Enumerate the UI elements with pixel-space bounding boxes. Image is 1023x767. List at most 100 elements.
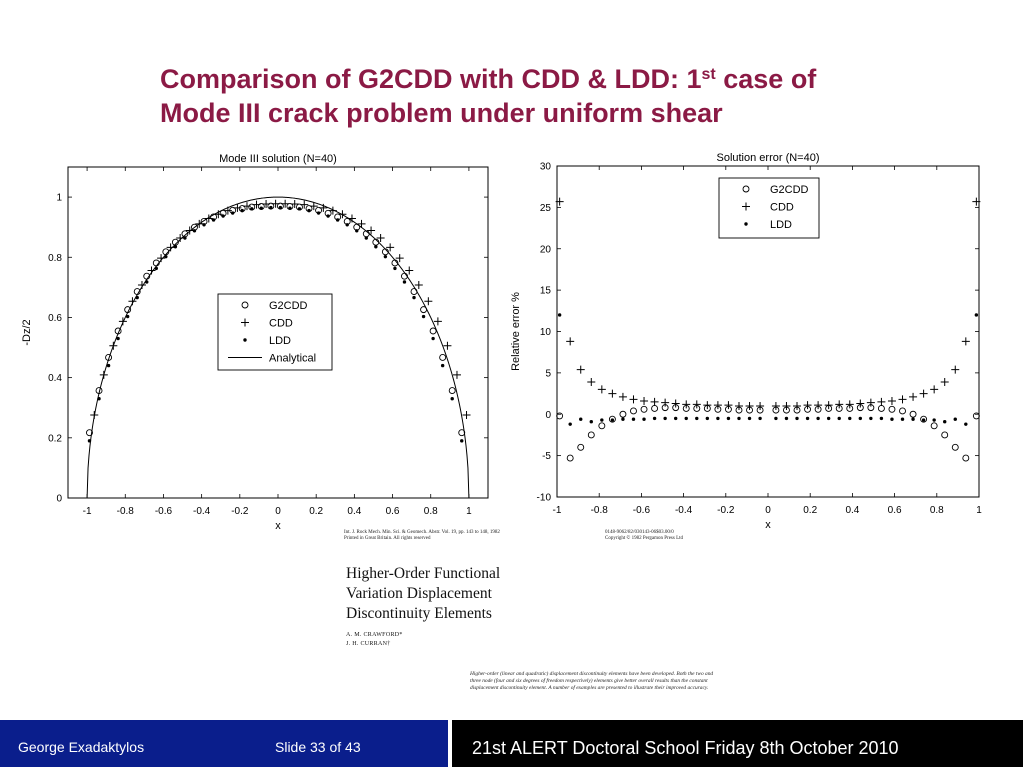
right-point-g2cdd	[608, 415, 616, 423]
left-point-ldd	[355, 229, 359, 233]
left-point-cdd	[185, 226, 194, 235]
right-point-g2cdd	[920, 415, 928, 423]
left-title: Mode III solution (N=40)	[219, 153, 337, 165]
left-point-cdd	[452, 370, 461, 379]
left-point-ldd	[192, 229, 197, 233]
right-point-ldd	[557, 313, 562, 317]
right-point-ldd	[816, 416, 820, 421]
left-point-ldd	[125, 314, 130, 319]
left-point-cdd	[462, 410, 471, 419]
right-x-axis-label: x	[765, 519, 771, 531]
left-y-axis-label: -Dz/2	[21, 319, 33, 345]
right-point-cdd	[756, 401, 765, 410]
right-point-ldd	[879, 416, 884, 421]
right-point-g2cdd	[951, 443, 959, 451]
right-point-ldd	[953, 417, 957, 421]
left-point-cdd	[118, 317, 127, 326]
left-point-cdd	[204, 214, 213, 223]
right-x-tick-label: 1	[976, 505, 982, 516]
right-point-g2cdd	[587, 431, 595, 439]
right-point-cdd	[650, 397, 659, 406]
right-point-cdd	[682, 400, 691, 409]
right-point-ldd	[943, 419, 947, 424]
right-y-tick-label: 30	[540, 162, 552, 173]
right-point-g2cdd	[556, 412, 564, 420]
right-point-cdd	[745, 401, 754, 410]
right-point-cdd	[724, 401, 733, 410]
right-point-ldd	[900, 417, 905, 421]
left-point-cdd	[214, 210, 223, 219]
left-point-cdd	[300, 200, 309, 209]
right-point-ldd	[784, 416, 789, 421]
right-point-g2cdd	[619, 410, 627, 418]
left-legend-marker-cdd	[241, 318, 249, 327]
left-point-ldd	[307, 208, 311, 213]
right-point-ldd	[837, 416, 841, 421]
left-point-cdd	[414, 280, 423, 289]
right-point-cdd	[824, 401, 833, 410]
right-point-ldd	[805, 416, 810, 421]
right-point-cdd	[629, 395, 638, 404]
paper-title: Higher-Order Functional Variation Displa…	[346, 565, 501, 622]
right-point-cdd	[877, 397, 886, 406]
right-x-tick-label: -0.2	[717, 505, 735, 516]
left-legend-label: Analytical	[269, 353, 316, 365]
right-point-ldd	[858, 416, 863, 421]
right-y-tick-label: -10	[537, 493, 552, 504]
left-x-axis-label: x	[275, 520, 281, 532]
left-analytical-curve	[86, 196, 470, 499]
footer-bar: George Exadaktylos Slide 33 of 43 21st A…	[0, 720, 1023, 767]
right-point-cdd	[856, 399, 865, 408]
left-point-cdd	[176, 234, 185, 243]
right-point-cdd	[608, 389, 617, 398]
right-point-ldd	[848, 416, 852, 421]
right-point-cdd	[555, 197, 564, 206]
right-point-cdd	[771, 401, 780, 410]
left-legend-label: CDD	[269, 318, 293, 330]
slide-title-main: Comparison of G2CDD with CDD & LDD: 1	[160, 64, 702, 94]
right-point-cdd	[576, 365, 585, 374]
left-point-cdd	[424, 297, 433, 306]
left-point-ldd	[173, 245, 178, 249]
left-point-ldd	[421, 314, 426, 319]
right-point-g2cdd	[640, 405, 648, 413]
left-point-ldd	[183, 236, 187, 240]
left-x-tick-label: 0	[275, 506, 281, 517]
right-point-cdd	[671, 399, 680, 408]
right-point-cdd	[661, 398, 670, 407]
left-point-ldd	[460, 439, 464, 443]
right-point-ldd	[631, 417, 636, 421]
paper-excerpt: Int. J. Rock Mech. Min. Sci. & Geomech. …	[340, 528, 720, 718]
left-y-tick-label: 0	[56, 494, 62, 505]
right-point-ldd	[869, 416, 873, 421]
left-point-ldd	[259, 206, 263, 210]
left-point-ldd	[297, 207, 302, 211]
right-point-cdd	[961, 337, 970, 346]
right-point-cdd	[618, 392, 627, 401]
right-point-g2cdd	[566, 454, 574, 462]
left-point-ldd	[374, 245, 378, 249]
left-y-tick-label: 1	[56, 193, 62, 204]
right-point-cdd	[803, 401, 812, 410]
right-legend-label: G2CDD	[770, 184, 809, 196]
right-point-cdd	[909, 392, 918, 401]
right-x-tick-label: 0.6	[888, 505, 902, 516]
left-y-tick-label: 0.4	[48, 373, 62, 384]
left-legend-marker-ldd	[243, 338, 247, 342]
paper-journal-info: Int. J. Rock Mech. Min. Sci. & Geomech. …	[344, 530, 500, 541]
left-point-cdd	[386, 243, 395, 252]
left-point-ldd	[326, 214, 330, 218]
right-x-tick-label: -0.8	[591, 505, 609, 516]
right-point-g2cdd	[909, 410, 917, 418]
right-point-ldd	[673, 416, 678, 421]
right-title: Solution error (N=40)	[716, 152, 819, 164]
left-point-ldd	[335, 218, 340, 222]
right-x-tick-label: 0.4	[845, 505, 859, 516]
left-point-cdd	[281, 199, 290, 208]
left-point-cdd	[233, 203, 242, 212]
left-legend-marker-g2cdd	[241, 301, 249, 309]
right-legend-box	[718, 177, 820, 239]
left-series-analytical	[86, 196, 470, 499]
left-point-ldd	[106, 363, 111, 368]
left-point-ldd	[230, 211, 235, 215]
